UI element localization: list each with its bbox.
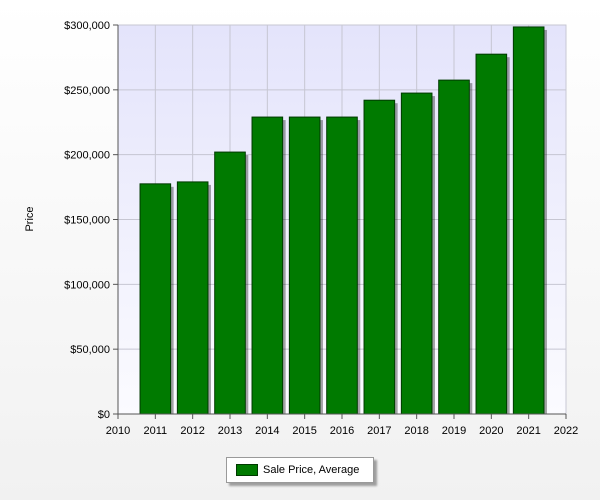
x-tick-label: 2018 bbox=[404, 425, 428, 437]
y-tick-label: $250,000 bbox=[64, 85, 110, 97]
y-tick-label: $200,000 bbox=[64, 150, 110, 162]
x-tick-label: 2011 bbox=[144, 425, 168, 437]
y-tick-label: $100,000 bbox=[64, 279, 110, 291]
y-tick-label: $0 bbox=[98, 409, 110, 421]
bar-2019 bbox=[438, 79, 470, 415]
x-tick-label: 2016 bbox=[330, 425, 354, 437]
bars bbox=[139, 26, 547, 415]
x-tick-label: 2019 bbox=[442, 425, 466, 437]
y-tick-label: $150,000 bbox=[64, 215, 110, 227]
bar-2011 bbox=[139, 183, 172, 415]
x-tick-label: 2012 bbox=[180, 425, 204, 437]
x-tick-label: 2015 bbox=[292, 425, 316, 437]
x-tick-label: 2021 bbox=[516, 425, 540, 437]
x-tick-label: 2017 bbox=[367, 425, 391, 437]
x-tick-label: 2022 bbox=[554, 425, 578, 437]
x-tick-label: 2014 bbox=[255, 425, 279, 437]
legend-label: Sale Price, Average bbox=[263, 464, 360, 476]
legend-swatch bbox=[236, 464, 258, 476]
x-tick-label: 2010 bbox=[106, 425, 130, 437]
bar-2015 bbox=[288, 116, 321, 415]
y-tick-label: $50,000 bbox=[70, 344, 110, 356]
y-axis-title: Price bbox=[24, 206, 36, 231]
bar-2013 bbox=[214, 151, 246, 415]
x-axis-ticks: 2010 2011 2012 2013 2014 2015 2016 2017 2018 2019… bbox=[106, 414, 578, 437]
y-tick-label: $300,000 bbox=[64, 20, 110, 32]
bar-2014 bbox=[251, 116, 284, 415]
bar-2016 bbox=[326, 116, 358, 415]
x-tick-label: 2020 bbox=[479, 425, 503, 437]
x-tick-label: 2013 bbox=[218, 425, 242, 437]
bar-2021 bbox=[512, 26, 545, 415]
y-axis-ticks: $0 $50,000 $100,000 $150,000 $200,000 $250,00… bbox=[64, 20, 118, 421]
bar-2018 bbox=[400, 92, 433, 415]
legend: Sale Price, Average bbox=[226, 457, 374, 483]
bar-2012 bbox=[176, 181, 209, 415]
bar-2017 bbox=[363, 99, 396, 415]
bar-2020 bbox=[475, 53, 508, 415]
